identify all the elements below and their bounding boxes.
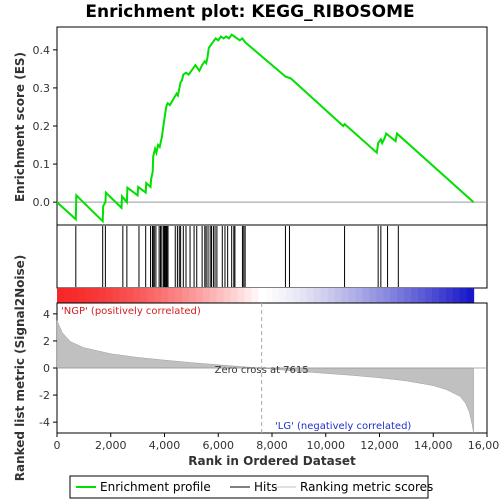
color-bar-segment bbox=[98, 288, 107, 303]
color-bar-segment bbox=[63, 288, 72, 303]
color-bar-segment bbox=[466, 288, 475, 303]
color-bar-segment bbox=[320, 288, 329, 303]
color-bar-segment bbox=[84, 288, 93, 303]
color-bar-segment bbox=[70, 288, 79, 303]
color-bar-segment bbox=[445, 288, 454, 303]
legend-hits-label: Hits bbox=[254, 480, 277, 494]
metric-tick-label: 2 bbox=[43, 335, 50, 348]
color-bar-segment bbox=[154, 288, 162, 303]
color-bar-segment bbox=[376, 288, 384, 303]
metric-tick-label: -4 bbox=[39, 416, 50, 429]
color-bar-segment bbox=[105, 288, 114, 303]
es-tick-label: 0.2 bbox=[33, 120, 51, 133]
color-bar-segment bbox=[237, 288, 246, 303]
color-bar-segment bbox=[452, 288, 461, 303]
color-bar-segment bbox=[223, 288, 232, 303]
color-bar-segment bbox=[244, 288, 252, 303]
color-bar-segment bbox=[230, 288, 239, 303]
ranking-color-bar bbox=[57, 288, 475, 303]
color-bar-segment bbox=[411, 288, 419, 303]
color-bar-segment bbox=[431, 288, 440, 303]
enrichment-profile-line bbox=[56, 33, 475, 224]
color-bar-segment bbox=[265, 288, 273, 303]
color-bar-segment bbox=[424, 288, 433, 303]
legend-enrichment-label: Enrichment profile bbox=[100, 480, 211, 494]
color-bar-segment bbox=[175, 288, 183, 303]
color-bar-segment bbox=[397, 288, 405, 303]
color-bar-segment bbox=[438, 288, 447, 303]
zero-cross-label: Zero cross at 7615 bbox=[215, 365, 309, 376]
color-bar-segment bbox=[258, 288, 266, 303]
color-bar-segment bbox=[390, 288, 398, 303]
color-bar-segment bbox=[147, 288, 155, 303]
color-bar-segment bbox=[293, 288, 301, 303]
color-bar-segment bbox=[126, 288, 134, 303]
color-bar-segment bbox=[119, 288, 128, 303]
color-bar-segment bbox=[251, 288, 259, 303]
metric-axis-title: Ranked list metric (Signal2Noise) bbox=[13, 255, 27, 482]
color-bar-segment bbox=[327, 288, 336, 303]
metric-tick-label: 4 bbox=[43, 308, 50, 321]
color-bar-segment bbox=[133, 288, 141, 303]
color-bar-segment bbox=[195, 288, 204, 303]
color-bar-segment bbox=[306, 288, 315, 303]
color-bar-segment bbox=[279, 288, 287, 303]
color-bar-segment bbox=[355, 288, 364, 303]
color-bar-segment bbox=[369, 288, 377, 303]
x-axis-title: Rank in Ordered Dataset bbox=[188, 454, 356, 468]
color-bar-segment bbox=[202, 288, 211, 303]
color-bar-segment bbox=[161, 288, 169, 303]
color-bar-segment bbox=[313, 288, 322, 303]
legend: Enrichment profile Hits Ranking metric s… bbox=[69, 475, 433, 499]
metric-tick-label: -2 bbox=[39, 389, 50, 402]
color-bar-segment bbox=[181, 288, 190, 303]
x-tick-label: 14,000 bbox=[414, 439, 453, 452]
color-bar-segment bbox=[334, 288, 343, 303]
chart-title: Enrichment plot: KEGG_RIBOSOME bbox=[85, 2, 414, 22]
color-bar-segment bbox=[286, 288, 294, 303]
es-tick-label: 0.0 bbox=[33, 196, 51, 209]
legend-metric-label: Ranking metric scores bbox=[300, 480, 433, 494]
color-bar-segment bbox=[168, 288, 176, 303]
hits-panel bbox=[56, 224, 488, 289]
color-bar-segment bbox=[418, 288, 426, 303]
x-tick-label: 0 bbox=[54, 439, 61, 452]
negative-correlation-label: 'LG' (negatively correlated) bbox=[275, 421, 411, 432]
color-bar-segment bbox=[404, 288, 412, 303]
es-tick-label: 0.1 bbox=[33, 158, 51, 171]
es-axis-title: Enrichment score (ES) bbox=[13, 52, 27, 202]
color-bar-segment bbox=[348, 288, 357, 303]
x-tick-label: 8,000 bbox=[256, 439, 288, 452]
x-tick-label: 10,000 bbox=[307, 439, 346, 452]
x-tick-label: 2,000 bbox=[95, 439, 127, 452]
color-bar-segment bbox=[272, 288, 280, 303]
color-bar-segment bbox=[299, 288, 308, 303]
es-panel bbox=[56, 26, 488, 226]
color-bar-segment bbox=[112, 288, 121, 303]
x-tick-label: 12,000 bbox=[360, 439, 399, 452]
x-tick-label: 4,000 bbox=[149, 439, 181, 452]
color-bar-segment bbox=[216, 288, 225, 303]
color-bar-segment bbox=[77, 288, 86, 303]
ranking-metric-area bbox=[56, 320, 474, 434]
positive-correlation-label: 'NGP' (positively correlated) bbox=[61, 306, 201, 317]
color-bar-segment bbox=[362, 288, 371, 303]
color-bar-segment bbox=[459, 288, 468, 303]
x-tick-label: 6,000 bbox=[203, 439, 235, 452]
color-bar-segment bbox=[188, 288, 197, 303]
color-bar-segment bbox=[209, 288, 218, 303]
color-bar-segment bbox=[383, 288, 391, 303]
color-bar-segment bbox=[140, 288, 148, 303]
x-tick-label: 16,000 bbox=[468, 439, 500, 452]
color-bar-segment bbox=[341, 288, 350, 303]
color-bar-segment bbox=[91, 288, 100, 303]
es-tick-label: 0.4 bbox=[33, 44, 51, 57]
es-tick-label: 0.3 bbox=[33, 82, 51, 95]
color-bar-segment bbox=[57, 288, 65, 303]
metric-tick-label: 0 bbox=[43, 362, 50, 375]
